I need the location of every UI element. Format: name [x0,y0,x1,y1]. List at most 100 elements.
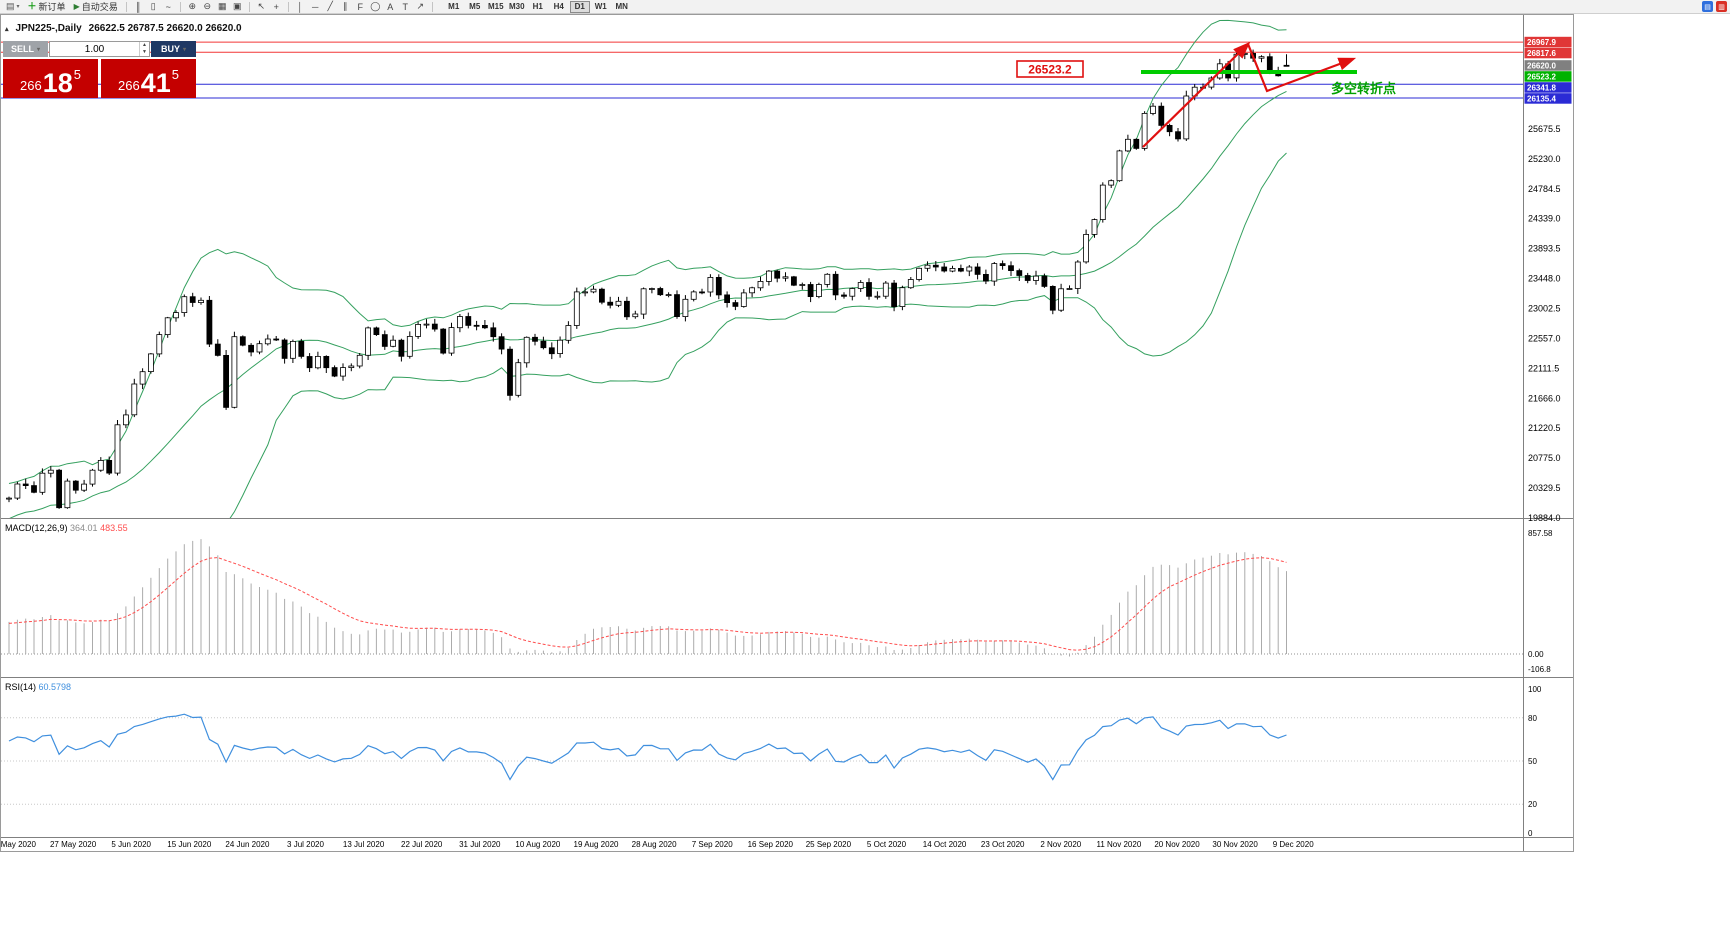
toolbar-icons: ║ ▯ ~ ⊕ ⊖ ▦ ▣ ↖ + │ ─ ╱ ∥ F ◯ A T ↗ [132,1,427,13]
buy-price-sup: 5 [171,67,179,82]
price-tag [1524,82,1572,93]
chevron-down-icon: ▾ [183,46,187,53]
toolbar-separator [248,1,250,12]
sell-dropdown-button[interactable]: SELL ▾ [3,41,48,57]
trend-arrow[interactable] [1142,41,1251,148]
timeframe-bar: M1 M5 M15 M30 H1 H4 D1 W1 MN [444,0,632,13]
new-order-icon: ＋ [27,1,37,11]
level-label-box[interactable] [1016,60,1084,78]
fibonacci-icon[interactable]: F [357,1,363,12]
rsi-label: RSI(14) 60.5798 [5,682,71,692]
price-axis-label: 25675.5 [1528,124,1561,134]
zoom-out-icon[interactable]: ⊖ [203,1,211,11]
price-axis-label: 24339.0 [1528,214,1561,224]
toolbar-separator [179,1,181,12]
date-axis-label: 28 Aug 2020 [632,840,677,849]
price-pane[interactable]: 26523.2 多空转折点 [1,19,1523,562]
zoom-in-icon[interactable]: ⊕ [188,1,196,11]
shapes-icon[interactable]: ◯ [370,1,381,11]
date-axis-label: 10 Aug 2020 [515,840,560,849]
new-order-button[interactable]: ＋新订单 [25,1,69,13]
price-tag [1524,60,1572,71]
text-icon[interactable]: A [387,1,394,12]
symbol-title: JPN225-,Daily [15,23,82,34]
pivot-note-text: 多空转折点 [1331,81,1396,96]
macd-axis-label: -106.8 [1528,665,1551,674]
news-status-icon[interactable]: ▤ [1702,1,1713,12]
trendline-icon[interactable]: ╱ [327,1,333,11]
volume-field: ▲▼ [49,41,150,57]
main-toolbar: ▤ ▾ ＋新订单 ▶ 自动交易 ║ ▯ ~ ⊕ ⊖ ▦ ▣ ↖ + │ ─ ╱ ∥ F ◯ A T ↗ M1 M5 M15… [0,0,1730,14]
play-icon: ▶ [73,1,80,11]
price-axis-label: 19884.0 [1528,513,1561,523]
volume-down-button[interactable]: ▼ [142,49,147,55]
price-tag [1524,71,1572,82]
price-tag-text: 26341.8 [1527,84,1556,93]
chevron-down-icon: ▾ [37,46,41,53]
chart-window[interactable]: 26523.2 多空转折点 25675.5 25230.0 24784.5 24339.0… [0,14,1574,852]
symbol-marker-icon: ▴ [5,25,9,33]
timeframe-w1-button[interactable]: W1 [594,2,607,11]
auto-arrange-icon[interactable]: ▣ [232,1,242,11]
date-axis-label: 8 May 2020 [1,840,36,849]
price-tag-text: 26817.6 [1527,49,1556,58]
timeframe-h1-button[interactable]: H1 [532,2,543,11]
arrows-icon[interactable]: ↗ [416,1,424,11]
date-axis-label: 14 Oct 2020 [923,840,967,849]
rsi-pane[interactable] [1,713,1523,805]
tile-windows-icon[interactable]: ▦ [217,1,227,11]
buy-price-button[interactable]: 266 41 5 [101,59,196,98]
line-chart-icon[interactable]: ~ [165,1,171,12]
buy-price-prefix: 266 [118,78,140,93]
buy-price-big: 41 [140,68,171,99]
candles-series [6,49,1290,509]
price-axis-label: 20329.5 [1528,483,1561,493]
chart-ohlc-header: ▴ JPN225-,Daily 26622.5 26787.5 26620.0 … [5,23,242,34]
crosshair-icon[interactable]: + [273,1,279,12]
candlestick-chart-icon[interactable]: ▯ [150,1,156,11]
bollinger-upper-band [8,19,1287,484]
volume-input[interactable] [50,43,139,55]
timeframe-m1-button[interactable]: M1 [448,2,460,11]
timeframe-m15-button[interactable]: M15 [487,2,504,11]
buy-dropdown-button[interactable]: BUY ▾ [151,41,196,57]
date-axis-label: 5 Jun 2020 [111,840,151,849]
cursor-icon[interactable]: ↖ [257,1,265,11]
chart-window-icon: ▤ [6,1,15,11]
date-axis-label: 24 Jun 2020 [225,840,270,849]
level-label-text: 26523.2 [1028,63,1072,77]
trend-arrow[interactable] [1246,43,1357,93]
price-axis-label: 24784.5 [1528,184,1561,194]
sell-price-prefix: 266 [20,78,42,93]
rsi-axis-label: 20 [1528,800,1537,809]
bar-chart-icon[interactable]: ║ [135,1,142,12]
new-order-label: 新订单 [38,2,66,12]
rsi-axis-label: 0 [1528,829,1533,838]
rsi-axis-label: 50 [1528,757,1537,766]
volume-up-button[interactable]: ▲ [142,42,147,48]
sell-price-button[interactable]: 266 18 5 [3,59,98,98]
sell-price-sup: 5 [73,67,81,82]
date-axis-label: 19 Aug 2020 [574,840,619,849]
rsi-axis-label: 80 [1528,714,1537,723]
auto-trading-button[interactable]: ▶ 自动交易 [71,1,121,13]
status-icons: ▤ ▥ [1702,1,1727,12]
date-axis-label: 20 Nov 2020 [1154,840,1200,849]
timeframe-d1-button[interactable]: D1 [569,0,590,13]
ohlc-values: 26622.5 26787.5 26620.0 26620.0 [88,23,242,34]
timeframe-m30-button[interactable]: M30 [508,2,525,11]
macd-pane[interactable] [1,539,1523,657]
date-axis-label: 9 Dec 2020 [1273,840,1314,849]
chevron-down-icon: ▾ [16,4,20,10]
timeframe-mn-button[interactable]: MN [615,2,628,11]
price-tag-text: 26523.2 [1527,73,1556,82]
vertical-line-icon[interactable]: │ [297,1,304,12]
channel-icon[interactable]: ∥ [342,1,348,11]
timeframe-h4-button[interactable]: H4 [553,2,564,11]
horizontal-line-icon[interactable]: ─ [312,1,319,12]
chart-profile-icon[interactable]: ▤ ▾ [3,1,23,13]
timeframe-m5-button[interactable]: M5 [469,2,481,11]
text-label-icon[interactable]: T [402,1,408,12]
alert-status-icon[interactable]: ▥ [1716,1,1727,12]
